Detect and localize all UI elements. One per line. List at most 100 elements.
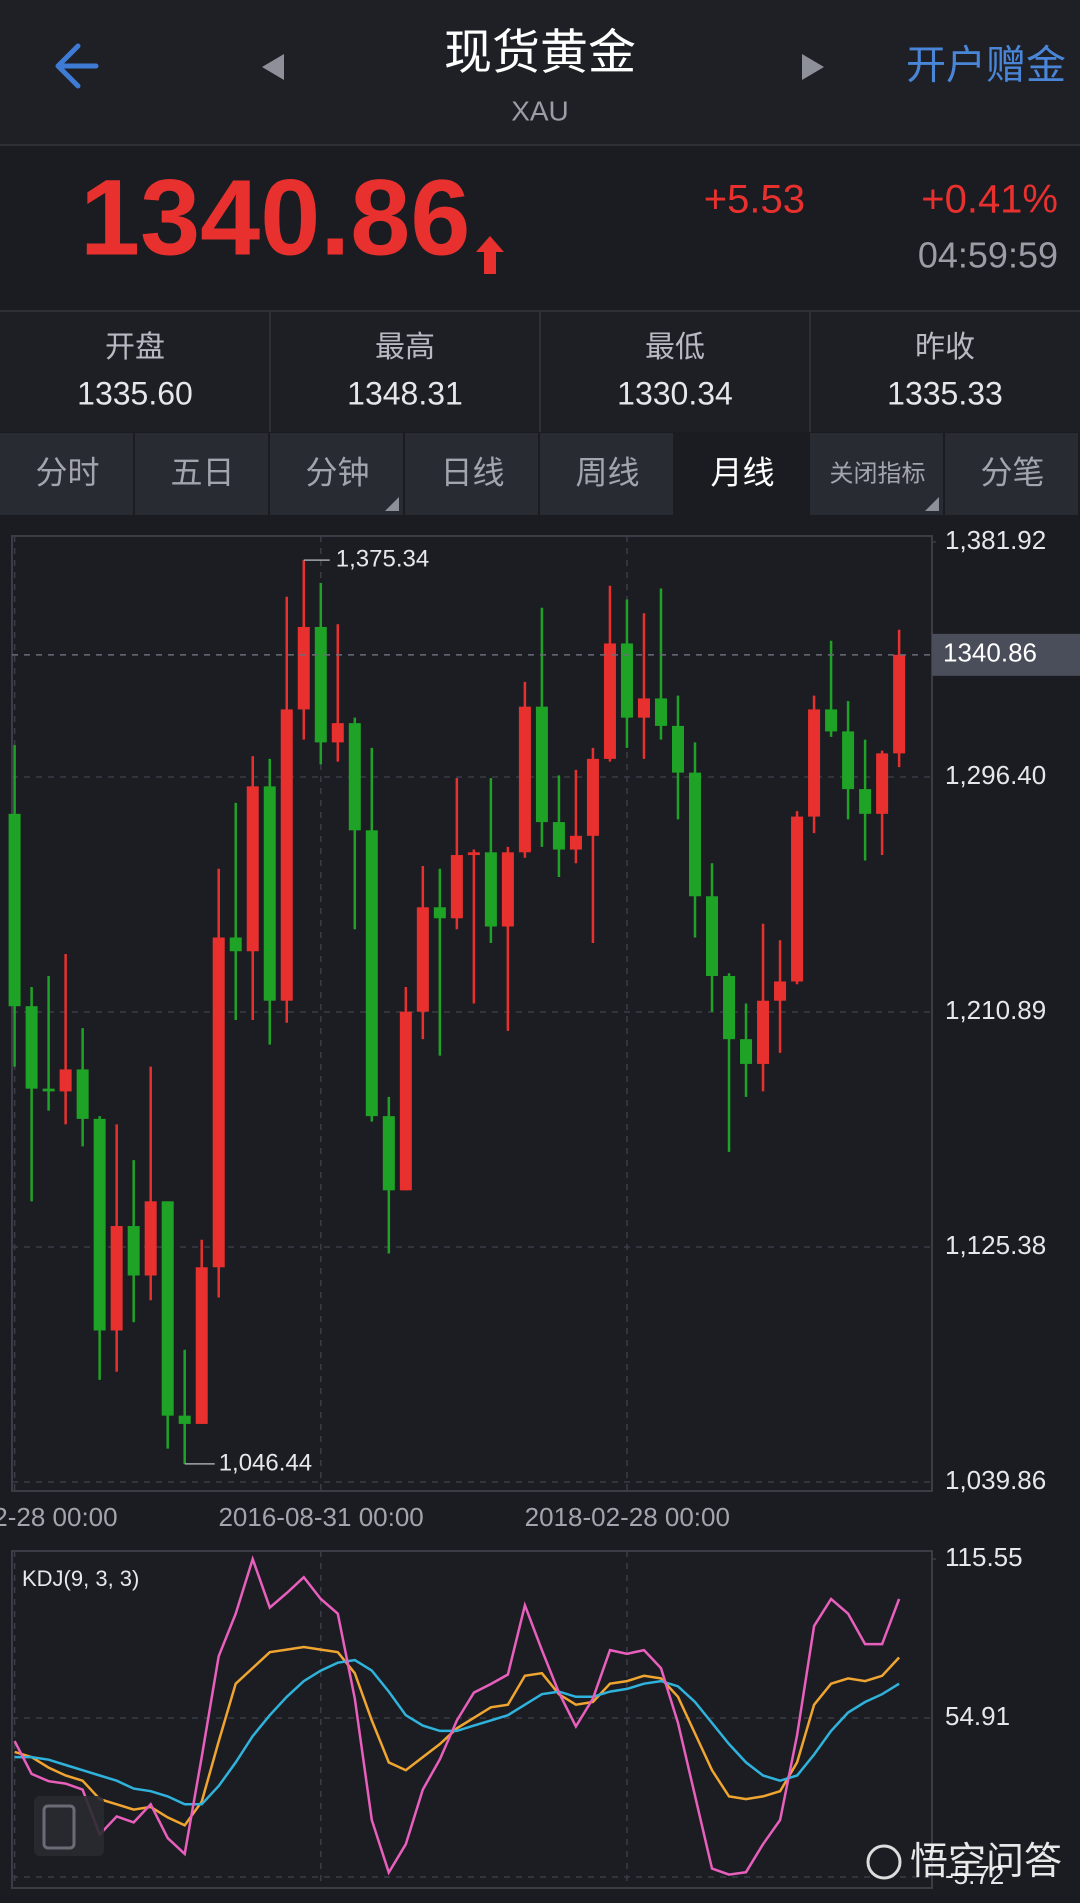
indicator-line (14, 1658, 900, 1806)
stat-label: 最高 (375, 331, 435, 364)
plot-frame (11, 535, 933, 1492)
stat-value: 1335.33 (887, 375, 1003, 411)
charts: 1,381.92 1,296.40 1,210.89 1,125.38 1,039.86… (0, 525, 1080, 1890)
candle-body (314, 626, 327, 743)
tab[interactable]: 五日 (135, 433, 268, 515)
icon-bg (34, 1796, 104, 1856)
tab[interactable]: 月线 (675, 433, 808, 515)
candle-body (569, 835, 582, 850)
header-bar (0, 0, 1080, 144)
candle-body (212, 937, 225, 1268)
tab-label: 关闭指标 (830, 460, 926, 487)
quote-time: 04:59:59 (918, 235, 1058, 276)
dropdown-indicator (385, 497, 399, 511)
next-button[interactable] (802, 54, 824, 80)
tab[interactable]: 日线 (405, 433, 538, 515)
candle-body (382, 1116, 395, 1191)
candle-body (620, 643, 633, 718)
candle-body (110, 1226, 123, 1331)
indicator-line (13, 1555, 901, 1876)
candle-body (774, 981, 787, 1001)
tab[interactable]: 分时 (0, 433, 133, 515)
candle-body (484, 852, 497, 927)
tab[interactable]: 关闭指标 (810, 433, 943, 515)
tab-bg (810, 433, 943, 515)
candle-body (399, 1011, 412, 1191)
stats: 开盘 1335.60 最高 1348.31 最低 1330.34 昨收 1335.33 (77, 312, 1003, 432)
candle-body (535, 706, 548, 823)
candle-body (518, 706, 531, 853)
open-account-link[interactable]: 开户赠金 (906, 44, 1066, 88)
up-arrow (476, 236, 504, 274)
candle-body (42, 1088, 55, 1092)
candle-body (25, 1006, 38, 1089)
y-tick-label: -5.72 (945, 1860, 1004, 1890)
tab-bg (675, 433, 808, 515)
tab-bg (135, 433, 268, 515)
tab[interactable]: 周线 (540, 433, 673, 515)
back-button[interactable] (55, 43, 99, 89)
stat-label: 昨收 (915, 331, 975, 364)
candle-body (723, 975, 736, 1040)
candle-body (859, 789, 872, 814)
min-annotation: 1,046.44 (219, 1449, 312, 1476)
candle-body (365, 830, 378, 1117)
x-tick-label: 2018-02-28 00:00 (525, 1502, 730, 1532)
candle-body (93, 1118, 106, 1331)
icon-glyph (42, 1804, 76, 1850)
candle-body (161, 1201, 174, 1416)
indicator-title: KDJ(9, 3, 3) (22, 1566, 139, 1591)
stat-label: 最低 (645, 331, 705, 364)
tab-bg (540, 433, 673, 515)
tab-label: 分笔 (980, 454, 1044, 490)
candle-body (467, 852, 480, 856)
candle-body (8, 813, 21, 1007)
dropdown-indicator (925, 497, 939, 511)
candle-body (433, 907, 446, 919)
tab-label: 五日 (170, 454, 234, 490)
candle-body (501, 852, 514, 927)
back-arrow (55, 43, 99, 89)
tab[interactable]: 分笔 (945, 433, 1078, 515)
tab-label: 分时 (35, 454, 99, 490)
watermark: 悟空问答 (866, 1841, 1062, 1883)
candle-body (127, 1226, 140, 1276)
watermark-logo (866, 1844, 902, 1880)
candle-body (876, 753, 889, 814)
watermark-text: 悟空问答 (910, 1841, 1062, 1883)
candle-body (246, 786, 259, 952)
candle-body (348, 723, 361, 831)
tab-label: 周线 (575, 454, 639, 490)
candle-body (76, 1069, 89, 1119)
tab-label: 月线 (710, 454, 774, 490)
price-change-pct: +0.41% (921, 178, 1058, 222)
tab[interactable]: 分钟 (270, 433, 403, 515)
prev-button[interactable] (262, 54, 284, 80)
candle-body (331, 723, 344, 743)
candle-body (144, 1201, 157, 1276)
candle-body (757, 1000, 770, 1064)
y-tick-label: 1,125.38 (945, 1230, 1046, 1260)
candle-body (586, 758, 599, 836)
y-tick-label: 1,296.40 (945, 760, 1046, 790)
x-tick-label: 2016-08-31 00:00 (218, 1502, 423, 1532)
phone-icon[interactable] (34, 1796, 104, 1856)
stat-value: 1335.60 (77, 375, 193, 411)
tabs: 分时 五日 分钟 日线 周线 月线 关闭指标 分笔 (0, 433, 1078, 515)
title: 现货黄金 (444, 27, 636, 80)
stat-value: 1348.31 (347, 375, 463, 411)
candle-body (280, 709, 293, 1001)
candle-body (825, 709, 838, 732)
last-price-tag (932, 633, 1080, 676)
tab-bg (405, 433, 538, 515)
y-tick-label: 115.55 (945, 1542, 1023, 1572)
tab-bg (945, 433, 1078, 515)
candle-body (637, 698, 650, 718)
y-tick-label: 1,039.86 (945, 1465, 1046, 1495)
candle-body (893, 654, 906, 754)
candle-body (450, 855, 463, 919)
stat-label: 开盘 (105, 331, 165, 364)
y-tick-label: 1,381.92 (945, 525, 1046, 555)
candle-body (740, 1039, 753, 1064)
